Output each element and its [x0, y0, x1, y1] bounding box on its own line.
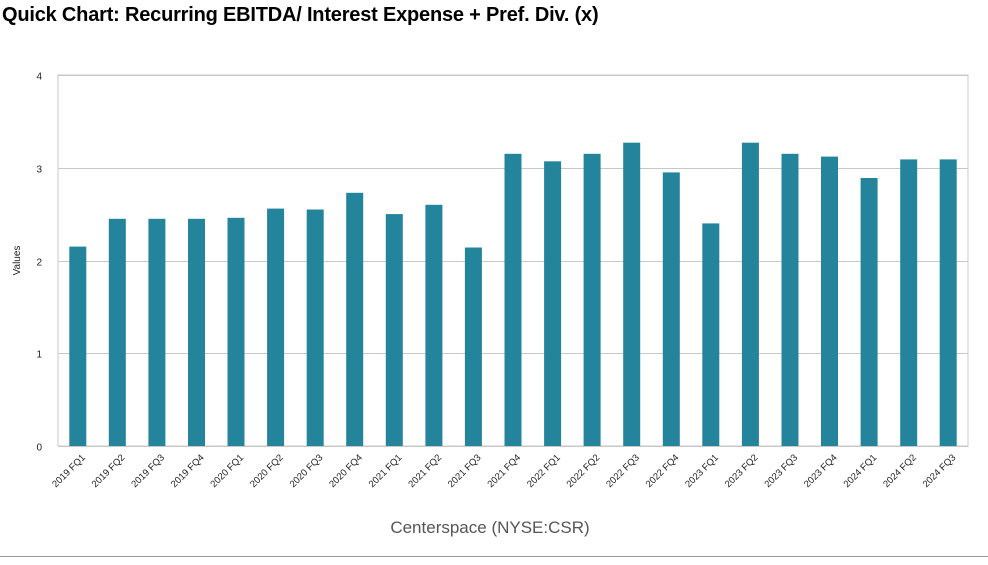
y-tick-label: 0 — [36, 443, 42, 454]
y-tick-label: 2 — [36, 258, 42, 269]
y-tick-label: 3 — [36, 165, 42, 176]
x-tick-label: 2023 FQ1 — [683, 452, 721, 490]
bar — [504, 153, 522, 447]
bar — [623, 142, 641, 446]
bar — [385, 214, 403, 446]
x-tick-label: 2022 FQ4 — [644, 452, 682, 490]
x-tick-label: 2023 FQ4 — [802, 452, 840, 490]
x-tick-label: 2020 FQ3 — [288, 452, 326, 490]
x-tick-label: 2019 FQ3 — [129, 452, 167, 490]
x-tick-label: 2020 FQ4 — [327, 452, 365, 490]
x-tick-label: 2024 FQ3 — [921, 452, 959, 490]
bar — [148, 218, 166, 446]
bar — [69, 246, 87, 446]
x-tick-label: 2022 FQ1 — [525, 452, 563, 490]
x-tick-label: 2022 FQ2 — [565, 452, 603, 490]
bottom-divider — [0, 556, 988, 557]
x-tick-label: 2021 FQ4 — [485, 452, 523, 490]
bar — [939, 159, 957, 446]
x-tick-label: 2024 FQ1 — [842, 452, 880, 490]
bar — [346, 192, 364, 446]
bar — [108, 218, 126, 446]
bar — [860, 178, 878, 446]
x-tick-labels: 2019 FQ1 2019 FQ2 2019 FQ3 2019 FQ4 2020 FQ1… — [50, 452, 958, 490]
y-axis-label: Values — [12, 246, 23, 276]
bar — [583, 153, 601, 447]
bar — [741, 142, 759, 446]
bar — [702, 223, 720, 446]
bar — [464, 247, 482, 446]
y-tick-label: 4 — [36, 72, 42, 83]
x-axis-label: Centerspace (NYSE:CSR) — [390, 518, 589, 537]
x-tick-label: 2023 FQ3 — [762, 452, 800, 490]
chart-title: Quick Chart: Recurring EBITDA/ Interest … — [2, 4, 599, 26]
x-tick-label: 2021 FQ2 — [406, 452, 444, 490]
bar — [781, 153, 799, 447]
x-tick-label: 2020 FQ2 — [248, 452, 286, 490]
bar — [900, 159, 918, 446]
bar — [227, 217, 245, 446]
bar — [267, 208, 285, 446]
bar — [188, 218, 205, 446]
bar — [425, 204, 443, 446]
x-tick-label: 2021 FQ3 — [446, 452, 484, 490]
x-tick-label: 2020 FQ1 — [208, 452, 246, 490]
x-tick-label: 2019 FQ4 — [169, 452, 207, 490]
bar — [821, 156, 838, 446]
bar — [306, 209, 324, 446]
bar — [662, 172, 680, 446]
bar — [544, 161, 562, 447]
x-tick-label: 2021 FQ1 — [367, 452, 405, 490]
x-tick-label: 2024 FQ2 — [881, 452, 919, 490]
x-tick-label: 2022 FQ3 — [604, 452, 642, 490]
y-tick-labels: 0 1 2 3 4 — [36, 72, 42, 454]
y-tick-label: 1 — [36, 350, 42, 361]
x-tick-label: 2019 FQ2 — [90, 452, 128, 490]
x-tick-label: 2019 FQ1 — [50, 452, 88, 490]
x-tick-label: 2023 FQ2 — [723, 452, 761, 490]
bars — [69, 142, 957, 447]
